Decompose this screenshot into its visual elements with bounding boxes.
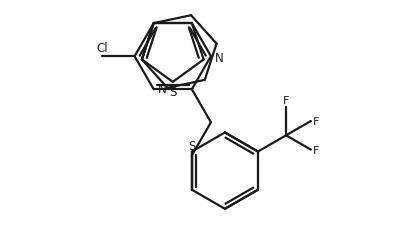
Text: Cl: Cl [96, 42, 108, 55]
Text: S: S [169, 86, 176, 98]
Text: F: F [313, 145, 319, 155]
Text: N: N [215, 52, 223, 64]
Text: S: S [188, 140, 195, 153]
Text: F: F [313, 117, 319, 126]
Text: F: F [283, 95, 289, 105]
Text: N: N [158, 82, 166, 95]
